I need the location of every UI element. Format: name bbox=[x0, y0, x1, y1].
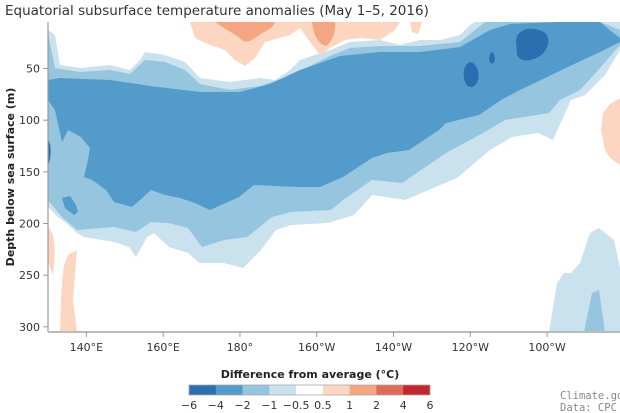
contour-band-plus-1 bbox=[312, 22, 336, 46]
colorbar-swatch bbox=[376, 385, 404, 395]
colorbar-border bbox=[188, 384, 431, 396]
chart-title: Equatorial subsurface temperature anomal… bbox=[5, 3, 429, 19]
legend-title: Difference from average (°C) bbox=[221, 368, 400, 381]
x-tick-label: 140°E bbox=[70, 341, 103, 354]
y-tick-label: 100 bbox=[19, 114, 40, 127]
contour-fills bbox=[48, 22, 620, 332]
colorbar-swatch bbox=[403, 385, 431, 395]
x-tick-label: 120°W bbox=[452, 341, 489, 354]
x-tick-label: 160°W bbox=[298, 341, 335, 354]
contour-core-minus-4 bbox=[516, 28, 549, 61]
colorbar-swatch bbox=[322, 385, 350, 395]
contour-band-minus-1 bbox=[584, 290, 605, 332]
credit-source: Climate.gov bbox=[560, 390, 620, 402]
contour-band-plus-0.5 bbox=[60, 250, 77, 332]
contour-band-plus-0.5 bbox=[601, 98, 620, 165]
y-axis-label: Depth below sea surface (m) bbox=[4, 88, 17, 267]
colorbar-label: 4 bbox=[400, 399, 407, 412]
credit-data: Data: CPC bbox=[560, 402, 617, 413]
y-tick-label: 300 bbox=[19, 321, 40, 334]
x-tick-label: 180° bbox=[227, 341, 254, 354]
colorbar-label: −0.5 bbox=[283, 399, 310, 412]
colorbar-label: −6 bbox=[181, 399, 197, 412]
colorbar-label: 2 bbox=[373, 399, 380, 412]
colorbar-label: −4 bbox=[208, 399, 224, 412]
contour-core-minus-4 bbox=[489, 52, 495, 64]
colorbar-label: −1 bbox=[261, 399, 277, 412]
colorbar-label: 6 bbox=[427, 399, 434, 412]
colorbar-swatch bbox=[296, 385, 324, 395]
colorbar-label: 0.5 bbox=[314, 399, 332, 412]
colorbar-swatch bbox=[215, 385, 243, 395]
colorbar-swatch bbox=[242, 385, 270, 395]
contour-band-minus-0.5 bbox=[549, 228, 620, 332]
contour-core-minus-4 bbox=[48, 140, 51, 165]
y-tick-label: 250 bbox=[19, 269, 40, 282]
contour-patch-minus-2 bbox=[62, 196, 78, 215]
colorbar-label: −2 bbox=[234, 399, 250, 412]
x-tick-label: 100°W bbox=[528, 341, 565, 354]
contour-band-plus-0.5 bbox=[48, 225, 55, 275]
x-tick-label: 160°E bbox=[146, 341, 179, 354]
x-tick-label: 140°W bbox=[375, 341, 412, 354]
colorbar: −6 −4 −2 −1 −0.5 0.5 1 2 4 6 bbox=[181, 384, 434, 412]
colorbar-swatch bbox=[269, 385, 297, 395]
y-tick-label: 200 bbox=[19, 218, 40, 231]
colorbar-label: 1 bbox=[346, 399, 353, 412]
y-tick-label: 50 bbox=[26, 63, 40, 76]
axes: 140°E 160°E 180° 160°W 140°W 120°W 100°W 50 100 1… bbox=[19, 22, 620, 354]
colorbar-swatch bbox=[349, 385, 377, 395]
contour-band-plus-0.5 bbox=[410, 22, 422, 34]
contour-band-plus-1 bbox=[215, 22, 275, 42]
contour-core-minus-4 bbox=[463, 62, 479, 88]
colorbar-swatch bbox=[189, 385, 217, 395]
y-tick-label: 150 bbox=[19, 166, 40, 179]
